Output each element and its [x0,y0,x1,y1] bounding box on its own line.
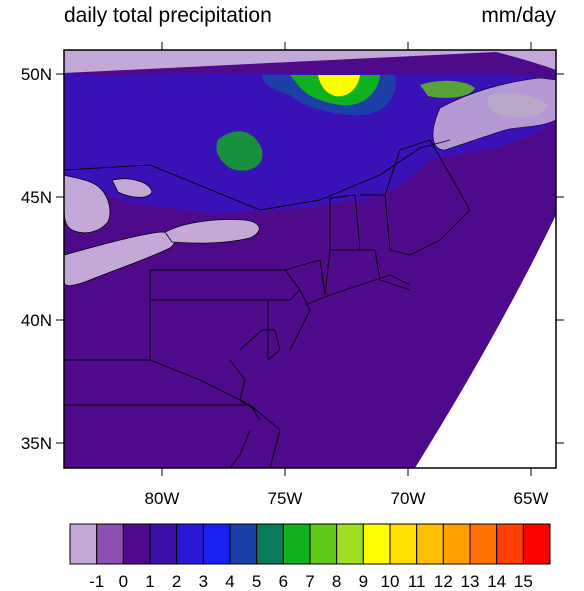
plot-title: daily total precipitation [64,4,272,27]
colorbar-swatch [149,523,178,565]
lake-erie [64,231,176,286]
lat-label-45n: 45N [21,188,52,207]
colorbar-swatch [229,523,258,565]
colorbar-swatch [202,523,231,565]
colorbar-label: 1 [145,572,154,591]
lon-label-65w: 65W [514,489,549,508]
colorbar-swatch [176,523,204,565]
colorbar-label: 3 [199,572,208,591]
lat-label-35n: 35N [21,434,52,453]
lat-axis: 50N 45N 40N 35N [21,65,564,453]
colorbar-label: 10 [381,572,400,591]
colorbar-swatch [256,523,284,565]
no-data-band-top [64,50,556,73]
colorbar-label: 13 [461,572,480,591]
colorbar-swatch [122,523,151,565]
colorbar-swatch [362,523,391,565]
units-label: mm/day [481,4,556,27]
boundaries [64,139,471,468]
lake-huron [64,174,111,234]
colorbar-swatch [96,523,124,565]
map-frame [63,49,557,469]
colorbar-label: 12 [434,572,453,591]
colorbar-label: 7 [305,572,314,591]
map-plot-area [64,50,556,468]
colorbar-label: 2 [172,572,181,591]
lake-ontario [164,219,260,244]
colorbar-label: 14 [487,572,506,591]
st-lawrence-estuary [432,77,556,151]
colorbar-swatch [416,523,444,565]
colorbar-label: 8 [332,572,341,591]
colorbar-label: 5 [252,572,261,591]
colorbar-swatch [389,523,418,565]
colorbar-swatch [69,523,98,565]
colorbar-swatch [522,523,551,565]
colorbar-label: 11 [408,572,426,591]
lat-label-40n: 40N [21,311,52,330]
lon-label-75w: 75W [268,489,303,508]
georgian-bay [111,178,153,198]
precip-patch-north [64,73,556,215]
colorbar-swatch [309,523,338,565]
colorbar-swatch [282,523,311,565]
colorbar-label: 6 [279,572,288,591]
lat-label-50n: 50N [21,65,52,84]
colorbar-label: 9 [359,572,368,591]
lon-label-80w: 80W [145,489,180,508]
precip-patch-northeast [420,80,475,98]
colorbar: -1 0 1 2 3 4 5 6 7 8 9 10 11 12 13 14 15 [69,523,551,591]
lon-label-70w: 70W [391,489,426,508]
precip-patch-yellow [318,75,360,97]
lon-axis: 80W 75W 70W 65W [145,42,549,508]
colorbar-swatch [336,523,364,565]
colorbar-swatch [469,523,498,565]
colorbar-swatch [442,523,471,565]
colorbar-label: 15 [514,572,533,591]
colorbar-swatch [496,523,524,565]
colorbar-label: 0 [119,572,128,591]
precip-patch-west [216,131,263,171]
colorbar-label: 4 [225,572,234,591]
no-data-east [415,215,556,468]
colorbar-label: -1 [89,572,104,591]
